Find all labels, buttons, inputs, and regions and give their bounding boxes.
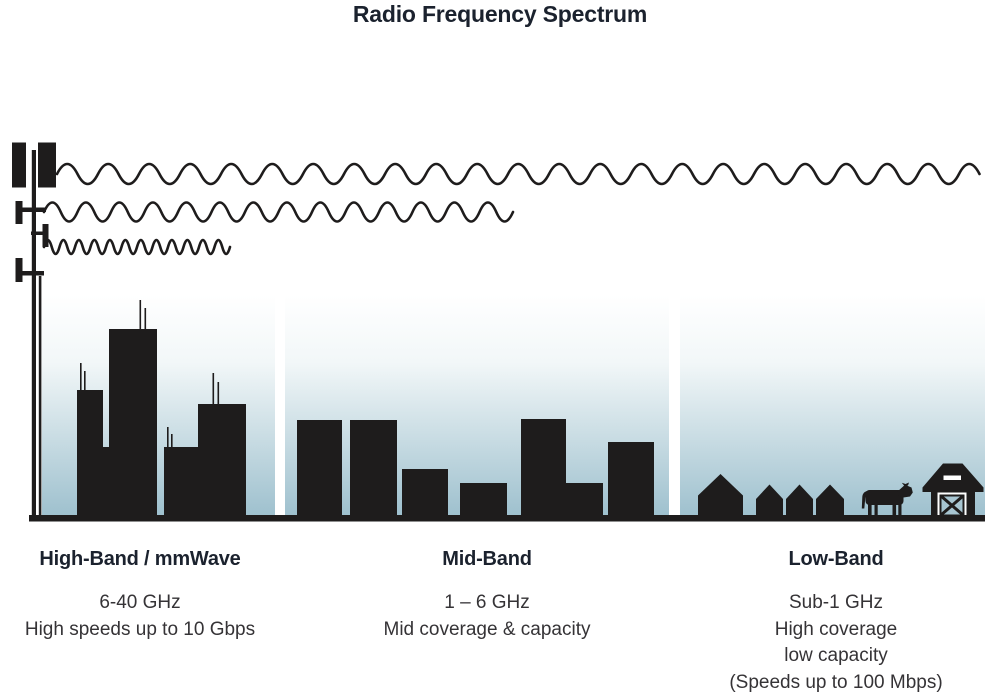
cow-icon — [861, 482, 913, 520]
tower-crossarm — [15, 271, 44, 276]
house-icon — [816, 484, 844, 520]
house-icon — [786, 484, 813, 520]
tower-crossarm — [31, 231, 43, 235]
building — [350, 420, 397, 520]
mid-rise-buildings-icon — [297, 419, 654, 520]
city-skyline-icon — [77, 300, 246, 520]
barn-hayloft-slit — [943, 475, 961, 480]
mid-band-frequency: 1 – 6 GHz — [444, 592, 530, 613]
ground-line — [29, 515, 985, 522]
low-band-frequency: Sub-1 GHz — [789, 592, 883, 613]
page-title: Radio Frequency Spectrum — [352, 1, 648, 27]
rooftop-antennas — [80, 300, 220, 448]
short-wavelength-wave — [42, 238, 232, 256]
tower-crossarm — [15, 207, 46, 212]
house-icon — [756, 484, 783, 520]
building — [460, 483, 507, 520]
high-band-frequency: 6-40 GHz — [99, 592, 181, 613]
cell-tower-icon — [12, 142, 56, 520]
high-band-description: High speeds up to 10 Gbps — [24, 618, 256, 640]
farm-scene-icon — [698, 463, 984, 520]
skyscraper — [77, 390, 103, 520]
mid-band-panel — [285, 295, 669, 520]
antenna-panel — [42, 224, 49, 247]
barn-door-crossbuck — [940, 494, 964, 517]
low-band-description: low capacity — [784, 645, 888, 667]
building — [521, 419, 566, 520]
building — [402, 469, 448, 520]
tower-guy-line — [38, 276, 42, 520]
spectrum-graphic — [12, 142, 985, 522]
low-band-description: (Speeds up to 100 Mbps) — [729, 671, 943, 693]
mid-band-name: Mid-Band — [442, 548, 532, 570]
tower-mast — [31, 150, 36, 520]
barn-icon — [922, 463, 984, 520]
skyscraper — [198, 404, 246, 520]
house-icon — [698, 474, 743, 520]
long-wavelength-wave — [55, 162, 981, 186]
building — [566, 483, 603, 520]
skyscraper — [164, 447, 198, 520]
high-band-name: High-Band / mmWave — [39, 548, 241, 570]
antenna-panel — [15, 258, 23, 282]
building — [297, 420, 342, 520]
radio-waves — [42, 162, 981, 256]
antenna-panel — [38, 142, 56, 188]
low-band-name: Low-Band — [788, 548, 884, 570]
low-band-description: High coverage — [774, 618, 898, 640]
antenna-panel — [12, 142, 26, 188]
antenna-panel — [15, 201, 23, 224]
skyscraper — [109, 329, 157, 520]
medium-wavelength-wave — [42, 201, 515, 223]
building — [608, 442, 654, 520]
mid-band-description: Mid coverage & capacity — [383, 618, 591, 640]
skyscraper — [103, 447, 109, 520]
